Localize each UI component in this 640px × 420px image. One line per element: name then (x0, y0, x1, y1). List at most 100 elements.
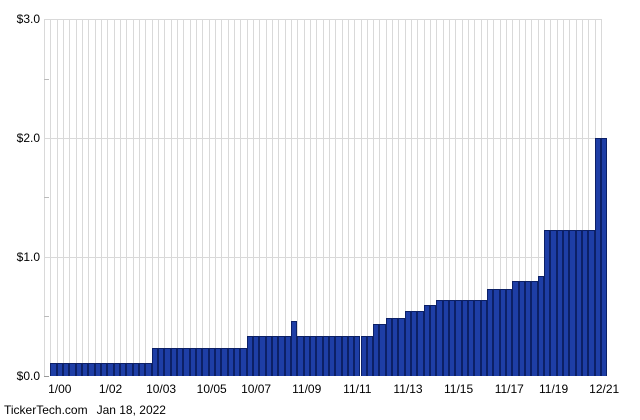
dividend-bar (297, 335, 304, 376)
dividend-bar (132, 362, 139, 376)
dividend-bar (398, 317, 405, 376)
dividend-bar (316, 335, 323, 376)
source-label: TickerTech.com (4, 403, 88, 417)
date-label: Jan 18, 2022 (96, 403, 166, 417)
dividend-bar (493, 289, 500, 376)
vertical-gridline (531, 19, 533, 376)
vertical-gridline (107, 19, 109, 376)
dividend-bar (582, 229, 589, 376)
dividend-bar (404, 310, 412, 376)
dividend-bar (94, 362, 101, 376)
x-tick-label: 11/09 (292, 382, 322, 396)
vertical-gridline (411, 19, 413, 376)
vertical-gridline (278, 19, 280, 376)
vertical-gridline (151, 19, 153, 376)
vertical-gridline (341, 19, 343, 376)
vertical-gridline (183, 19, 185, 376)
dividend-bar (290, 321, 298, 376)
dividend-bar (202, 347, 209, 376)
dividend-bar (341, 335, 348, 376)
vertical-gridline (360, 19, 362, 376)
dividend-bar (335, 335, 342, 376)
vertical-gridline (113, 19, 115, 376)
vertical-gridline (69, 19, 71, 376)
vertical-gridline (170, 19, 172, 376)
dividend-bar (271, 335, 279, 376)
dividend-bar (480, 300, 488, 376)
vertical-gridline (518, 19, 520, 376)
dividend-bar (265, 335, 272, 376)
vertical-gridline (208, 19, 210, 376)
vertical-gridline (88, 19, 90, 376)
vertical-gridline (290, 19, 292, 376)
x-tick-label: 11/15 (444, 382, 474, 396)
dividend-bar (392, 317, 399, 376)
dividend-bar (259, 335, 266, 376)
dividend-bar (176, 347, 184, 376)
vertical-gridline (449, 19, 451, 376)
vertical-gridline (575, 19, 577, 376)
vertical-gridline (50, 19, 52, 376)
x-tick-label: 10/07 (241, 382, 272, 396)
dividend-bar (487, 289, 494, 376)
vertical-gridline (157, 19, 159, 376)
dividend-bar (303, 335, 310, 376)
vertical-gridline (480, 19, 482, 376)
vertical-gridline (563, 19, 565, 376)
vertical-gridline (442, 19, 444, 376)
x-tick-label: 10/05 (196, 382, 227, 396)
dividend-bar (170, 347, 177, 376)
vertical-gridline (221, 19, 223, 376)
vertical-gridline (75, 19, 77, 376)
dividend-bar (138, 362, 146, 376)
dividend-bar (145, 362, 152, 376)
dividend-bar (556, 229, 564, 376)
plot-area (44, 19, 610, 377)
dividend-bar (442, 300, 450, 376)
vertical-gridline (392, 19, 394, 376)
vertical-gridline (366, 19, 368, 376)
vertical-gridline (487, 19, 489, 376)
dividend-bar (594, 138, 602, 376)
dividend-bar (278, 335, 285, 376)
dividend-bar (157, 347, 165, 376)
vertical-gridline (582, 19, 584, 376)
vertical-gridline (468, 19, 470, 376)
horizontal-gridline (44, 19, 602, 21)
vertical-gridline (56, 19, 58, 376)
vertical-gridline (550, 19, 552, 376)
vertical-gridline (556, 19, 558, 376)
vertical-gridline (252, 19, 254, 376)
y-minor-tick (44, 78, 49, 80)
dividend-bar (88, 362, 95, 376)
vertical-gridline (506, 19, 508, 376)
dividend-bar (468, 300, 475, 376)
dividend-bar (164, 347, 171, 376)
dividend-bar (411, 310, 418, 376)
vertical-gridline (202, 19, 204, 376)
vertical-gridline (284, 19, 286, 376)
dividend-bar (544, 229, 551, 376)
dividend-bar (525, 281, 532, 376)
dividend-bar (69, 362, 76, 376)
dividend-bar (347, 335, 355, 376)
dividend-bar (309, 335, 317, 376)
vertical-gridline (474, 19, 476, 376)
x-tick-label: 11/19 (539, 382, 569, 396)
dividend-bar (221, 347, 228, 376)
vertical-gridline (138, 19, 140, 376)
horizontal-gridline (44, 137, 602, 139)
vertical-gridline (233, 19, 235, 376)
dividend-bar (455, 300, 462, 376)
vertical-gridline (436, 19, 438, 376)
x-tick-label: 12/21 (589, 382, 620, 396)
vertical-gridline (569, 19, 571, 376)
vertical-gridline (455, 19, 457, 376)
y-tick-label: $2.0 (16, 130, 40, 145)
vertical-gridline (328, 19, 330, 376)
vertical-gridline (525, 19, 527, 376)
dividend-bar (119, 362, 127, 376)
dividend-bar (62, 362, 70, 376)
dividend-bar (189, 347, 196, 376)
vertical-gridline (347, 19, 349, 376)
